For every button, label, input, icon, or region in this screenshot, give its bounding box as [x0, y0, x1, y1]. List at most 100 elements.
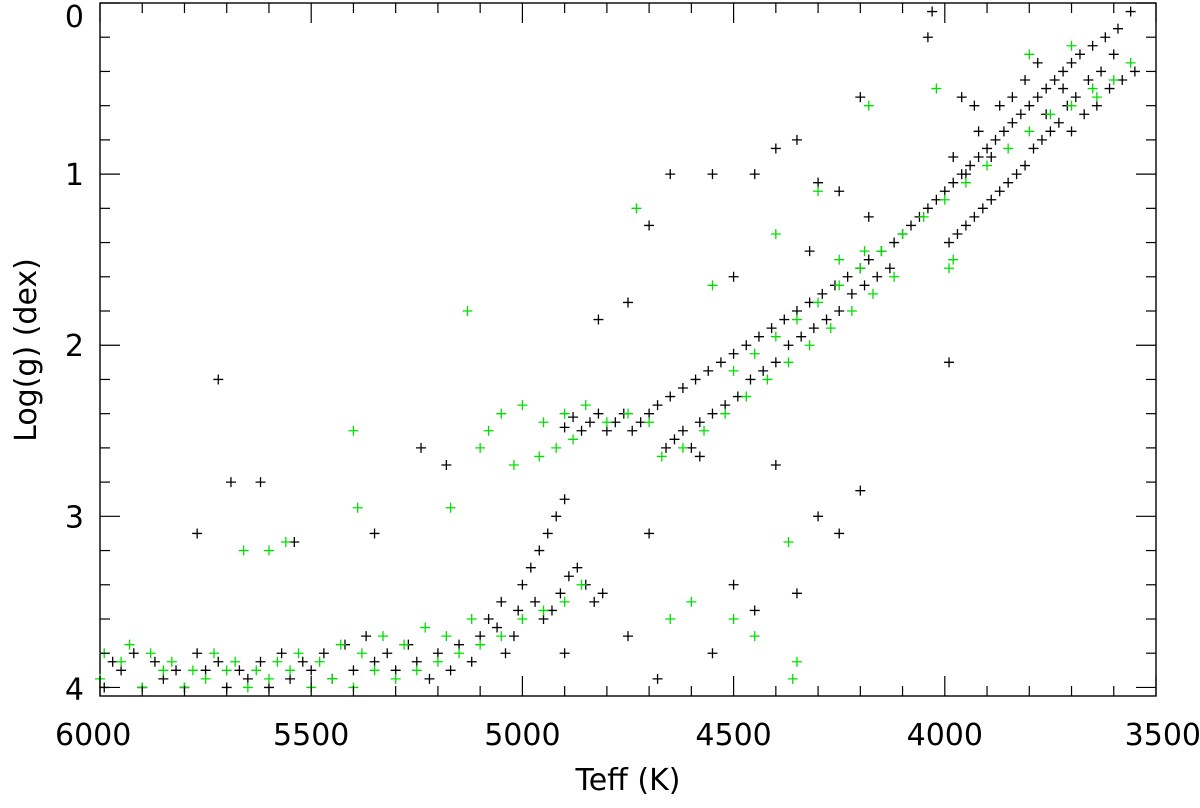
x-axis-label: Teff (K)	[575, 763, 681, 798]
data-point-series2	[762, 374, 773, 385]
data-point-series1	[1028, 143, 1039, 154]
data-point-series2	[1087, 83, 1098, 94]
data-point-series2	[749, 631, 760, 642]
data-point-series2	[580, 400, 591, 411]
data-point-series1	[1007, 92, 1018, 103]
data-point-series1	[432, 648, 443, 659]
x-tick-label: 3500	[1125, 718, 1200, 753]
data-point-series1	[694, 417, 705, 428]
data-point-series1	[906, 220, 917, 231]
data-point-series1	[889, 237, 900, 248]
data-point-series1	[318, 648, 329, 659]
data-point-series2	[348, 425, 359, 436]
data-point-series2	[399, 639, 410, 650]
data-point-series1	[242, 673, 253, 684]
data-point-series1	[770, 357, 781, 368]
data-point-series1	[276, 648, 287, 659]
data-point-series2	[867, 288, 878, 299]
data-point-series2	[445, 502, 456, 513]
data-point-series1	[753, 331, 764, 342]
data-point-series2	[293, 648, 304, 659]
data-point-series1	[546, 605, 557, 616]
data-point-series2	[200, 673, 211, 684]
data-point-series1	[568, 412, 579, 423]
data-point-series1	[555, 588, 566, 599]
data-point-series1	[576, 425, 587, 436]
data-point-series1	[728, 348, 739, 359]
data-point-series1	[149, 656, 160, 667]
data-point-series2	[390, 673, 401, 684]
data-point-series2	[944, 263, 955, 274]
data-point-series1	[728, 579, 739, 590]
x-tick-label: 4500	[695, 718, 771, 753]
data-point-series1	[834, 186, 845, 197]
data-point-series1	[846, 288, 857, 299]
data-point-series1	[821, 314, 832, 325]
data-point-series2	[432, 656, 443, 667]
y-tick-label: 2	[65, 329, 84, 364]
data-point-series2	[749, 348, 760, 359]
data-point-series2	[145, 648, 156, 659]
data-point-series1	[542, 528, 553, 539]
data-point-series1	[1041, 83, 1052, 94]
data-point-series2	[876, 246, 887, 257]
data-point-series1	[770, 143, 781, 154]
data-point-series1	[559, 648, 570, 659]
data-point-series1	[530, 596, 541, 607]
data-point-series1	[813, 511, 824, 522]
data-point-series2	[859, 246, 870, 257]
data-point-series1	[931, 194, 942, 205]
data-point-series1	[441, 460, 452, 470]
data-point-series1	[107, 656, 118, 667]
data-point-series1	[994, 186, 1005, 197]
data-point-series2	[1024, 49, 1035, 60]
data-point-series1	[855, 485, 866, 496]
data-point-series2	[230, 656, 241, 667]
data-point-series2	[1024, 126, 1035, 137]
data-point-series2	[791, 656, 802, 667]
data-point-series2	[960, 177, 971, 188]
data-point-series1	[225, 477, 236, 488]
data-point-series1	[863, 211, 874, 222]
data-point-series1	[1117, 75, 1128, 85]
data-point-series1	[1058, 66, 1069, 77]
data-point-series1	[766, 323, 777, 334]
data-point-series1	[369, 528, 380, 539]
data-point-series1	[593, 408, 604, 419]
data-point-series2	[931, 83, 942, 94]
data-point-series2	[420, 622, 431, 633]
data-point-series1	[424, 673, 435, 684]
data-point-series2	[221, 665, 232, 676]
data-point-series2	[1125, 57, 1136, 68]
data-point-series1	[973, 126, 984, 137]
data-point-series1	[969, 211, 980, 222]
data-point-series2	[272, 656, 283, 667]
data-point-series2	[534, 451, 545, 462]
ticks-layer	[99, 2, 1157, 696]
data-point-series1	[669, 434, 680, 445]
data-point-series2	[813, 297, 824, 308]
data-point-series1	[1070, 92, 1081, 103]
data-point-series1	[982, 143, 993, 154]
data-point-series1	[500, 648, 511, 659]
data-point-series1	[1125, 6, 1136, 17]
data-point-series1	[677, 425, 688, 436]
data-point-series2	[411, 665, 422, 676]
data-point-series1	[171, 665, 182, 676]
data-point-series1	[960, 169, 971, 180]
data-point-series2	[327, 673, 338, 684]
data-point-series1	[665, 169, 676, 180]
plot-frame	[99, 2, 1157, 697]
data-point-series2	[441, 631, 452, 642]
data-point-series1	[538, 614, 549, 624]
data-point-series2	[834, 280, 845, 291]
data-point-series1	[1053, 117, 1064, 128]
data-point-series2	[475, 442, 486, 453]
data-point-series1	[922, 203, 933, 214]
data-point-series2	[462, 306, 473, 316]
data-point-series1	[707, 408, 718, 419]
data-point-series1	[1003, 177, 1014, 188]
data-point-series2	[559, 408, 570, 419]
data-point-series1	[855, 92, 866, 103]
data-point-series1	[1108, 49, 1119, 60]
